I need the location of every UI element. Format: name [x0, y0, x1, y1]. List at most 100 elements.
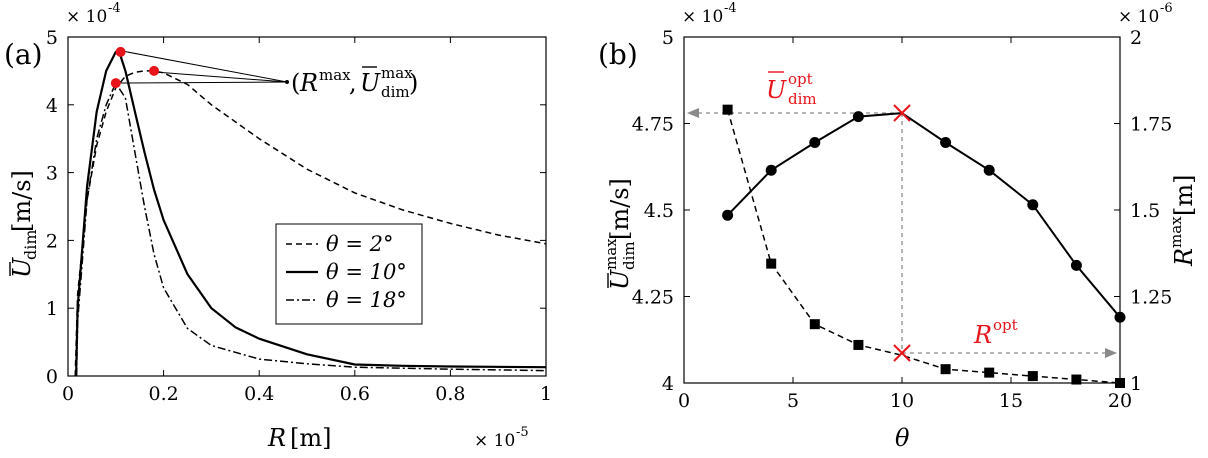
b-x-axis-label: θ	[895, 424, 910, 452]
svg-text:U: U	[606, 269, 634, 290]
svg-text:R: R	[299, 69, 318, 97]
a-x-tick-label: 1	[540, 383, 552, 405]
a-legend: θ = 2° θ = 10° θ = 18°	[275, 223, 423, 325]
b-optimum-cross-bottom	[893, 344, 911, 362]
a-series-line-0	[74, 70, 547, 377]
a-x-tick-label: 0.4	[244, 383, 274, 405]
svg-text:max: max	[319, 66, 351, 84]
svg-text:dim: dim	[21, 229, 40, 260]
svg-text:dim: dim	[381, 83, 410, 101]
svg-text:max: max	[381, 64, 413, 82]
svg-text:[m/s]: [m/s]	[8, 170, 36, 232]
svg-text:dim: dim	[788, 90, 817, 108]
a-y-tick-label: 2	[46, 230, 58, 252]
b-y-right-tick-label: 2	[1130, 27, 1142, 49]
a-legend-entry-0: θ = 2°	[326, 232, 393, 256]
b-tick-labels: 0 5 10 15 20 4 4.25 4.5 4.75 5 1 1.25 1.5 1.75 2	[632, 27, 1173, 412]
b-point-square	[853, 339, 864, 350]
b-point-circle	[1070, 259, 1082, 271]
svg-text:θ: θ	[895, 424, 910, 452]
a-y-tick-label: 5	[46, 27, 58, 49]
a-series-line-2	[75, 82, 547, 377]
b-optimum-guides	[687, 108, 1117, 358]
b-series-line-0	[726, 112, 1121, 318]
a-plot-frame	[67, 36, 547, 377]
b-point-square	[984, 367, 995, 378]
panel-label-a: (a)	[4, 38, 43, 71]
chart-a: (a) 0 0.2 0.4 0.6 0.8 1 0 1 2 3 4 5 × 10 -4 × 10 -5…	[4, 1, 552, 452]
b-point-square	[766, 258, 777, 269]
b-point-circle	[940, 137, 952, 149]
svg-text:U: U	[766, 76, 787, 104]
b-annotation-r-opt: R opt	[973, 316, 1018, 349]
svg-text:-6: -6	[1160, 1, 1173, 16]
b-point-circle	[1027, 199, 1039, 211]
b-point-circle	[809, 137, 821, 149]
b-x-tick-label: 10	[890, 390, 914, 412]
a-x-tick-label: 0.2	[148, 383, 178, 405]
a-series-lines	[74, 50, 547, 377]
b-point-square	[1071, 374, 1082, 385]
b-series-line-1	[726, 109, 1121, 384]
svg-text:,: ,	[349, 69, 357, 97]
a-legend-entry-1: θ = 10°	[326, 260, 407, 284]
b-series-lines	[726, 109, 1121, 384]
b-y-right-tick-label: 1	[1130, 373, 1142, 395]
a-max-point-0	[149, 65, 160, 76]
a-y-tick-label: 1	[46, 298, 58, 320]
svg-text:× 10: × 10	[474, 431, 515, 451]
svg-text:max: max	[602, 238, 620, 270]
a-x-tick-label: 0.6	[340, 383, 370, 405]
svg-text:× 10: × 10	[66, 7, 107, 27]
svg-text:-4: -4	[108, 1, 121, 16]
svg-text:(: (	[291, 69, 300, 97]
b-y-right-tick-label: 1.25	[1130, 287, 1172, 309]
b-annotation-u-opt: U opt dim	[766, 70, 817, 108]
panel-label-b: (b)	[598, 38, 638, 71]
b-y-right-axis-label: R max [m]	[1167, 175, 1198, 267]
svg-text:max: max	[1167, 216, 1185, 248]
b-point-circle	[722, 209, 734, 221]
a-y-tick-label: 3	[46, 163, 58, 185]
b-y-left-axis-label: U max dim [m/s]	[602, 178, 638, 290]
b-x-tick-label: 20	[1108, 390, 1132, 412]
svg-text:R: R	[267, 424, 286, 452]
b-point-square	[809, 319, 820, 330]
b-y-left-tick-label: 5	[662, 27, 674, 49]
b-x-tick-label: 5	[787, 390, 799, 412]
a-legend-entry-2: θ = 18°	[326, 288, 407, 312]
chart-b: (b) 0 5 10 15 20 4 4.25 4.5 4.75 5 1 1.25 1.5 1.75 2 ×…	[598, 1, 1198, 452]
b-point-circle	[765, 164, 777, 176]
a-highlight-points	[110, 46, 160, 89]
b-plot-frame	[683, 36, 1121, 384]
svg-text:R: R	[973, 321, 992, 349]
a-max-point-1	[115, 46, 126, 57]
a-annotation-anchor	[285, 80, 289, 84]
a-annotation-label: ( R max , U max dim )	[291, 64, 418, 101]
b-y-left-tick-label: 4	[662, 373, 674, 395]
svg-text:R: R	[1170, 248, 1198, 267]
svg-text:U: U	[8, 257, 36, 278]
a-annotation-lines	[117, 50, 288, 84]
a-series-line-1	[75, 50, 547, 377]
svg-text:[m]: [m]	[1170, 175, 1198, 216]
b-x-tick-label: 0	[678, 390, 690, 412]
b-y-right-tick-label: 1.75	[1130, 114, 1172, 136]
a-tick-labels: 0 0.2 0.4 0.6 0.8 1 0 1 2 3 4 5	[46, 27, 552, 405]
svg-text:dim: dim	[620, 241, 638, 270]
a-x-tick-label: 0.8	[435, 383, 465, 405]
a-x-tick-label: 0	[62, 383, 74, 405]
a-x-multiplier: × 10 -5	[474, 425, 529, 451]
svg-text:[m]: [m]	[290, 424, 331, 452]
a-y-axis-label: U dim [m/s]	[8, 170, 40, 278]
b-y-right-tick-label: 1.5	[1130, 200, 1160, 222]
b-y-left-multiplier: × 10 -4	[682, 1, 737, 27]
svg-text:U: U	[360, 69, 381, 97]
b-optimum-cross-top	[893, 104, 911, 122]
svg-text:opt: opt	[788, 70, 813, 88]
b-point-circle	[983, 164, 995, 176]
b-point-circle	[852, 111, 864, 123]
b-point-square	[940, 364, 951, 375]
svg-text:-5: -5	[516, 425, 529, 440]
